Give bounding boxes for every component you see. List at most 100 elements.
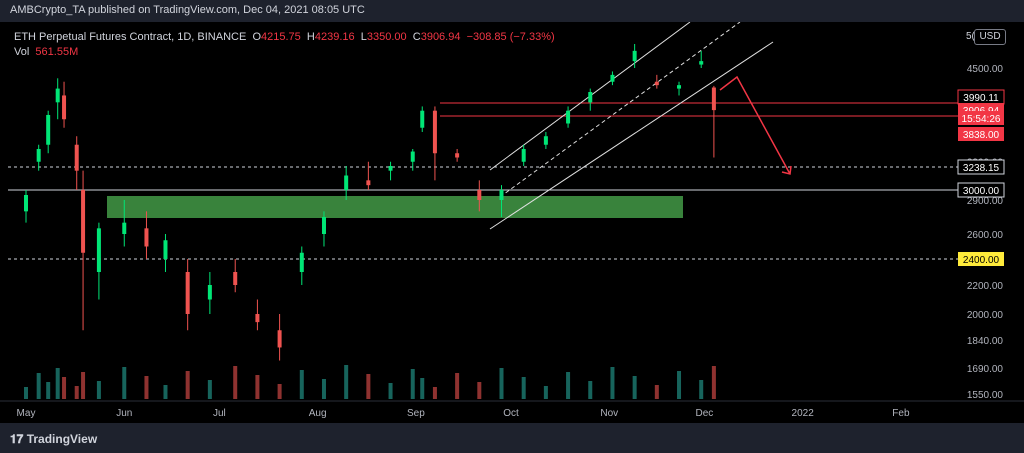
l-label: L bbox=[360, 31, 367, 43]
volume-bar bbox=[185, 371, 190, 399]
candle-body bbox=[455, 153, 460, 158]
candle-body bbox=[610, 74, 615, 82]
price-label-text: 3838.00 bbox=[963, 130, 1000, 141]
candle-body bbox=[74, 144, 79, 171]
price-tick-label: 1840.00 bbox=[967, 336, 1004, 347]
price-label-box bbox=[957, 182, 1005, 198]
volume-bar bbox=[654, 385, 659, 399]
volume-bar bbox=[477, 382, 482, 399]
scale-prefix: 5( bbox=[966, 31, 975, 42]
volume-bar bbox=[81, 372, 86, 399]
candle[interactable] bbox=[36, 144, 41, 171]
candle-body bbox=[388, 165, 393, 171]
candle[interactable] bbox=[455, 148, 460, 162]
price-label-text: 3238.15 bbox=[963, 163, 1000, 174]
candle[interactable] bbox=[74, 136, 79, 190]
price-tick-label: 1690.00 bbox=[967, 364, 1004, 375]
candle[interactable] bbox=[144, 211, 149, 259]
candle[interactable] bbox=[46, 110, 51, 154]
volume-bar bbox=[566, 372, 571, 399]
channel-mid-line[interactable] bbox=[499, 21, 741, 198]
candles[interactable] bbox=[24, 43, 716, 361]
candle[interactable] bbox=[96, 222, 101, 300]
candle-body bbox=[144, 228, 149, 247]
candle[interactable] bbox=[24, 190, 28, 223]
price-tick-label: 4500.00 bbox=[967, 64, 1004, 75]
candle-body bbox=[255, 314, 260, 323]
demand-zone[interactable] bbox=[107, 196, 683, 218]
volume-bar bbox=[321, 379, 326, 399]
channel-lower-line[interactable] bbox=[489, 41, 774, 230]
candle[interactable] bbox=[420, 106, 425, 132]
candle-body bbox=[588, 92, 593, 103]
candle-body bbox=[344, 175, 349, 190]
candle[interactable] bbox=[677, 81, 682, 96]
candle[interactable] bbox=[632, 43, 637, 68]
volume-bar bbox=[299, 370, 304, 399]
volume-bar bbox=[410, 369, 415, 399]
chart-area[interactable]: 4500.003900.003600.003300.002900.002600.… bbox=[0, 21, 1024, 423]
candle[interactable] bbox=[477, 180, 482, 212]
candle[interactable] bbox=[654, 74, 659, 89]
volume-bar bbox=[122, 367, 127, 399]
change-value: −308.85 (−7.33%) bbox=[466, 31, 555, 43]
candle[interactable] bbox=[432, 106, 437, 181]
candle[interactable] bbox=[699, 50, 704, 68]
candle[interactable] bbox=[366, 161, 371, 190]
time-tick-label: May bbox=[17, 408, 36, 419]
price-chart[interactable]: 4500.003900.003600.003300.002900.002600.… bbox=[0, 21, 1024, 423]
candle[interactable] bbox=[62, 81, 67, 128]
candle[interactable] bbox=[344, 165, 349, 200]
price-label-text: 2400.00 bbox=[963, 255, 1000, 266]
candle[interactable] bbox=[521, 144, 526, 166]
candle[interactable] bbox=[233, 259, 238, 293]
candle[interactable] bbox=[277, 314, 282, 361]
price-label-box bbox=[958, 252, 1004, 266]
price-label-text: 3990.11 bbox=[963, 93, 999, 104]
volume-bar bbox=[36, 373, 41, 399]
candle[interactable] bbox=[185, 259, 190, 331]
volume-bar bbox=[610, 367, 615, 399]
candle[interactable] bbox=[81, 170, 86, 331]
candle[interactable] bbox=[207, 272, 212, 314]
time-tick-label: Jun bbox=[116, 408, 132, 419]
volume-bar bbox=[62, 377, 67, 399]
candle[interactable] bbox=[163, 234, 168, 272]
volume-bar bbox=[74, 386, 79, 399]
volume-bar bbox=[588, 381, 593, 399]
candle[interactable] bbox=[610, 71, 615, 86]
projection-path[interactable] bbox=[719, 75, 791, 175]
candle-body bbox=[654, 81, 659, 86]
candle[interactable] bbox=[711, 85, 716, 158]
candle[interactable] bbox=[299, 246, 304, 286]
volume-bar bbox=[699, 380, 704, 399]
candle[interactable] bbox=[255, 299, 260, 331]
symbol-title[interactable]: ETH Perpetual Futures Contract, 1D, BINA… bbox=[14, 31, 247, 43]
candle-body bbox=[521, 148, 526, 162]
candle[interactable] bbox=[566, 106, 571, 128]
volume-bar bbox=[455, 373, 460, 399]
candle[interactable] bbox=[388, 161, 393, 181]
candle[interactable] bbox=[499, 185, 504, 217]
candle-body bbox=[185, 272, 190, 314]
candle[interactable] bbox=[321, 211, 326, 247]
candle-body bbox=[477, 190, 482, 200]
candle[interactable] bbox=[588, 88, 593, 111]
candle[interactable] bbox=[410, 148, 415, 171]
candle[interactable] bbox=[543, 131, 548, 149]
price-tick-label: 1550.00 bbox=[967, 390, 1004, 401]
candle[interactable] bbox=[122, 200, 127, 247]
volume-bar bbox=[344, 365, 349, 399]
candle-body bbox=[277, 330, 282, 348]
candle-body bbox=[420, 110, 425, 128]
candle-body bbox=[163, 240, 168, 259]
candle-body bbox=[566, 110, 571, 124]
candle[interactable] bbox=[55, 78, 60, 120]
currency-button[interactable]: USD bbox=[974, 29, 1006, 45]
price-label-box bbox=[958, 127, 1004, 141]
time-tick-label: Feb bbox=[892, 408, 910, 419]
tradingview-logo[interactable]: 𝟏𝟕 TradingView bbox=[10, 432, 97, 447]
time-axis[interactable]: May Jun Jul Aug Sep Oct Nov Dec 2022 Feb bbox=[0, 400, 1024, 419]
candle-body bbox=[299, 252, 304, 272]
candle-body bbox=[62, 95, 67, 120]
